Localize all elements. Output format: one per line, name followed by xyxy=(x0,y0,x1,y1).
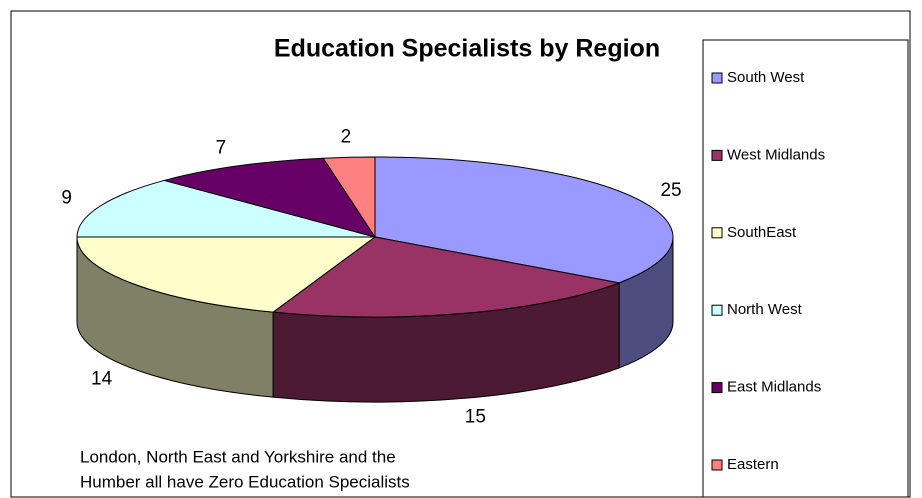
legend-swatch xyxy=(711,72,723,84)
data-label: 25 xyxy=(660,180,681,201)
legend-swatch xyxy=(711,459,723,471)
data-label: 14 xyxy=(91,368,113,389)
slice xyxy=(76,236,377,313)
annotation: Humber all have Zero Education Specialis… xyxy=(80,472,410,491)
slice xyxy=(271,236,621,318)
legend-label: SouthEast xyxy=(727,224,797,241)
legend-label: West Midlands xyxy=(727,146,825,163)
legend-label: North West xyxy=(727,301,803,318)
legend-swatch xyxy=(711,382,723,394)
slice xyxy=(162,157,377,238)
legend-label: South West xyxy=(727,69,805,86)
slice xyxy=(322,156,376,239)
legend-swatch xyxy=(711,304,723,316)
pie xyxy=(76,156,674,403)
data-label: 7 xyxy=(216,137,227,158)
data-label: 15 xyxy=(465,406,486,427)
legend-box xyxy=(702,39,909,498)
data-label: 9 xyxy=(61,188,72,209)
slice xyxy=(76,179,376,238)
legend-label: Eastern xyxy=(727,456,779,473)
legend-swatch xyxy=(711,227,723,239)
slice xyxy=(374,156,674,284)
chart-title: Education Specialists by Region xyxy=(274,35,660,63)
data-label: 2 xyxy=(341,126,352,147)
legend-label: East Midlands xyxy=(727,379,821,396)
legend-swatch xyxy=(711,149,723,161)
annotation: London, North East and Yorkshire and the xyxy=(80,447,396,466)
